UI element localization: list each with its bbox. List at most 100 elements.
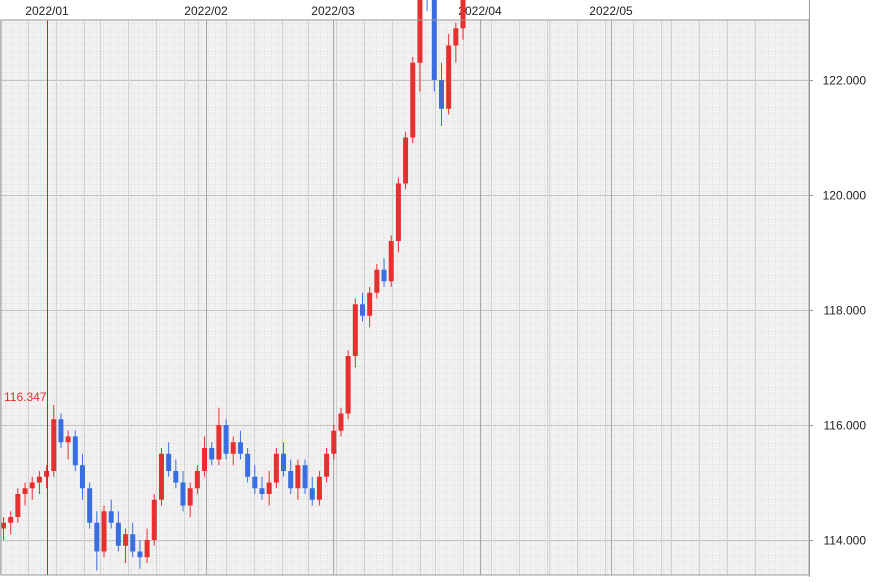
y-tick-label: 122.000 [823,74,867,88]
candle-body [316,476,322,500]
candle-body [295,465,301,489]
candle [87,482,93,529]
candle [374,264,380,299]
candle [431,0,437,92]
x-tick-label: 2022/02 [184,4,228,18]
candle-body [202,448,208,471]
y-tick-label: 114.000 [824,534,867,548]
candle-body [51,419,57,471]
candle-body [137,551,143,558]
candle [345,350,351,420]
candles [1,0,466,571]
candle-body [223,425,229,454]
candle-body [58,419,64,443]
candle [302,459,308,494]
candle [331,425,337,460]
x-tick-label: 2022/04 [458,4,502,18]
candle-body [151,499,157,540]
candle-body [8,517,14,523]
candle-body [453,28,459,46]
candle [22,482,28,506]
candle [338,407,344,437]
candle [426,0,428,11]
candle-body [352,304,358,356]
candle [324,448,330,483]
candle [72,430,78,471]
candle-body [395,183,401,241]
candle-body [216,425,222,460]
candle-body [388,241,394,282]
candle [137,540,143,569]
candle-body [460,0,466,29]
candle-body [130,534,136,552]
candle-body [158,453,164,500]
candle [309,476,315,506]
candle-body [252,476,258,489]
candle-body [446,45,452,109]
plot-background [1,20,809,575]
candle-body [345,356,351,414]
candle [8,511,14,535]
candle [273,448,279,489]
candle [388,235,394,287]
candle-body [187,488,193,506]
candle-body [79,465,85,489]
x-tick-label: 2022/01 [25,4,69,18]
candle [187,482,193,517]
candle-body [144,540,150,558]
candle [173,459,179,489]
x-tick-label: 2022/03 [311,4,355,18]
x-tick-label: 2022/05 [589,4,633,18]
candle-body [180,482,186,506]
candle-body [65,436,71,443]
candle [108,499,114,529]
candle-body [331,430,337,454]
candle-body [374,269,380,293]
candle-body [381,269,387,282]
candle-body [123,534,129,546]
candle [223,419,229,460]
candle [202,436,208,477]
y-axis-ticks: 114.000116.000118.000120.000122.000124.0… [809,74,867,548]
candle [252,465,258,494]
candle [381,258,387,287]
candle [367,287,373,328]
x-axis-ticks: 2022/01 2022/02 2022/03 2022/04 2022/05 [25,4,633,18]
candle-body [410,62,416,138]
candle [245,448,251,483]
candle-body [360,304,365,316]
candle [51,404,57,477]
candle [158,448,164,506]
candle-body [108,511,114,523]
candle-body [94,522,100,552]
candle-body [237,442,243,454]
candle [101,505,107,558]
candle [36,471,42,494]
candle [115,511,121,552]
candle [410,57,416,144]
candle [29,476,35,500]
candle-body [266,482,272,494]
candle [288,459,294,494]
candle [194,465,200,494]
candle [295,459,301,500]
candle-body [209,448,215,460]
candle-body [367,292,373,316]
candle-body [259,488,265,494]
candle-body [36,476,42,483]
y-tick-label: 120.000 [823,189,867,203]
candle [281,442,287,477]
candle [1,517,6,540]
candle [395,177,401,253]
candle-body [101,511,107,552]
candle-body [302,465,308,489]
candle-body [166,453,172,471]
candle [460,0,466,40]
candle [266,471,272,506]
candle [79,453,85,500]
candle [65,430,71,460]
candle [123,528,129,563]
candle-body [438,80,444,109]
